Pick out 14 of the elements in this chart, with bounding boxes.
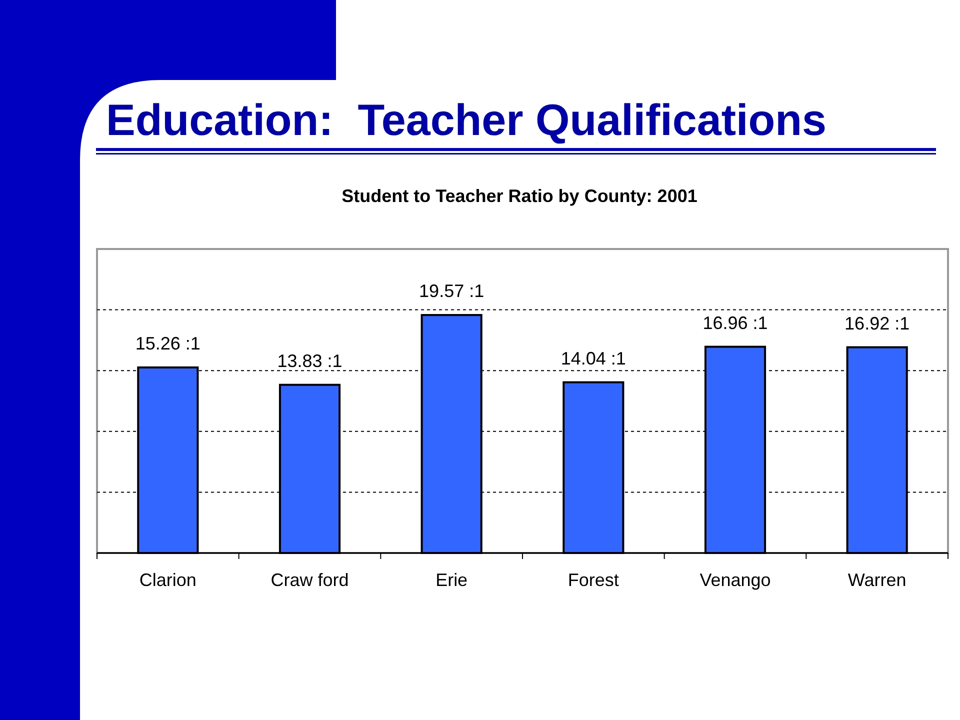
data-label: 16.92 :1 [844, 313, 910, 334]
chart-subtitle: Student to Teacher Ratio by County: 2001 [342, 186, 698, 206]
x-tick-label: Forest [568, 570, 619, 590]
chart-title: Education: Teacher Qualifications [106, 96, 826, 145]
data-label: 15.26 :1 [135, 333, 200, 354]
x-tick-label: Venango [700, 570, 771, 590]
x-tick-label: Warren [848, 570, 906, 590]
x-tick-label: Clarion [139, 570, 196, 590]
x-tick-label: Erie [436, 570, 468, 590]
data-label: 14.04 :1 [560, 348, 626, 368]
x-tick-label: Craw ford [270, 570, 349, 590]
data-label: 16.96 :1 [702, 312, 768, 333]
data-label: 19.57 :1 [419, 281, 484, 302]
data-label: 13.83 :1 [277, 350, 342, 371]
